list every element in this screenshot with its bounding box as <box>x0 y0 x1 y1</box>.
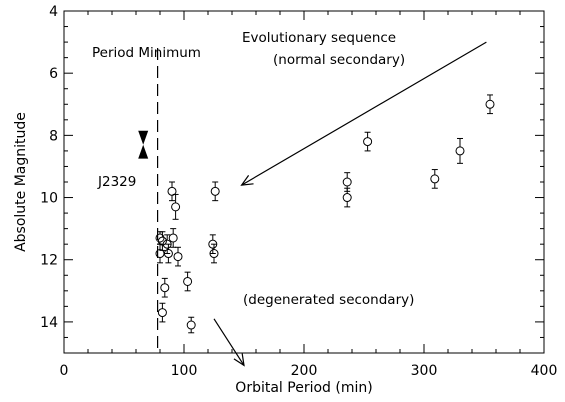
data-point <box>430 169 440 189</box>
data-point-marker <box>155 233 165 243</box>
data-point-marker <box>209 249 219 259</box>
data-point-marker <box>173 252 183 262</box>
data-point <box>163 243 173 264</box>
y-tick-label: 10 <box>40 191 58 207</box>
data-point-marker <box>186 320 196 330</box>
data-point-marker <box>157 308 167 318</box>
data-point-marker <box>342 193 352 203</box>
data-point <box>210 181 220 202</box>
y-tick-label: 4 <box>49 4 58 20</box>
data-point <box>157 302 167 323</box>
y-tick-label: 12 <box>40 253 58 269</box>
data-point <box>342 187 352 208</box>
evolutionary-sequence-label: Evolutionary sequence <box>242 30 396 46</box>
data-point <box>173 246 183 267</box>
data-point-marker <box>168 233 178 243</box>
j2329-lower-triangle <box>138 144 149 159</box>
data-point-marker <box>157 236 167 246</box>
data-point <box>455 137 465 164</box>
axis-tick-labels: 0 100 200 300 400 4 6 8 10 12 14 <box>40 4 557 379</box>
data-point-marker <box>342 177 352 187</box>
j2329-upper-triangle <box>138 130 149 145</box>
j2329-marker <box>138 130 149 159</box>
data-point <box>171 193 181 220</box>
data-point-marker <box>163 249 173 259</box>
data-point <box>183 271 193 292</box>
y-axis-label: Absolute Magnitude <box>13 112 29 252</box>
evolutionary-arrow-head <box>240 175 254 186</box>
y-tick-label: 14 <box>40 315 58 331</box>
data-point-marker <box>167 186 177 196</box>
data-point <box>209 243 219 264</box>
x-tick-label: 300 <box>411 363 438 379</box>
degenerated-arrow <box>213 318 245 366</box>
y-tick-label: 8 <box>49 128 58 144</box>
x-tick-label: 100 <box>171 363 198 379</box>
data-point <box>186 316 196 334</box>
x-tick-label: 400 <box>531 363 558 379</box>
j2329-label: J2329 <box>97 174 136 190</box>
data-point-marker <box>160 283 170 293</box>
axis-ticks <box>63 10 545 354</box>
x-axis-label: Orbital Period (min) <box>235 380 372 396</box>
evolutionary-arrow <box>241 41 487 186</box>
x-tick-label: 0 <box>60 363 69 379</box>
period-minimum-label: Period Minimum <box>92 45 201 61</box>
data-point-marker <box>183 276 193 286</box>
normal-secondary-label: (normal secondary) <box>273 52 405 68</box>
annotation-arrows <box>213 41 487 367</box>
data-point <box>363 131 373 152</box>
degenerated-arrow-head <box>233 353 245 367</box>
data-points <box>155 94 495 334</box>
data-point-marker <box>430 174 440 184</box>
data-point <box>157 231 167 251</box>
data-point-marker <box>171 202 181 212</box>
y-tick-label: 6 <box>49 66 58 82</box>
x-tick-label: 200 <box>291 363 318 379</box>
data-point-marker <box>363 137 373 147</box>
degenerated-secondary-label: (degenerated secondary) <box>243 292 414 308</box>
data-point-marker <box>485 99 495 109</box>
data-point <box>167 181 177 202</box>
data-point <box>160 277 170 298</box>
data-point-marker <box>455 146 465 156</box>
data-point-marker <box>210 186 220 196</box>
data-point <box>485 94 495 115</box>
